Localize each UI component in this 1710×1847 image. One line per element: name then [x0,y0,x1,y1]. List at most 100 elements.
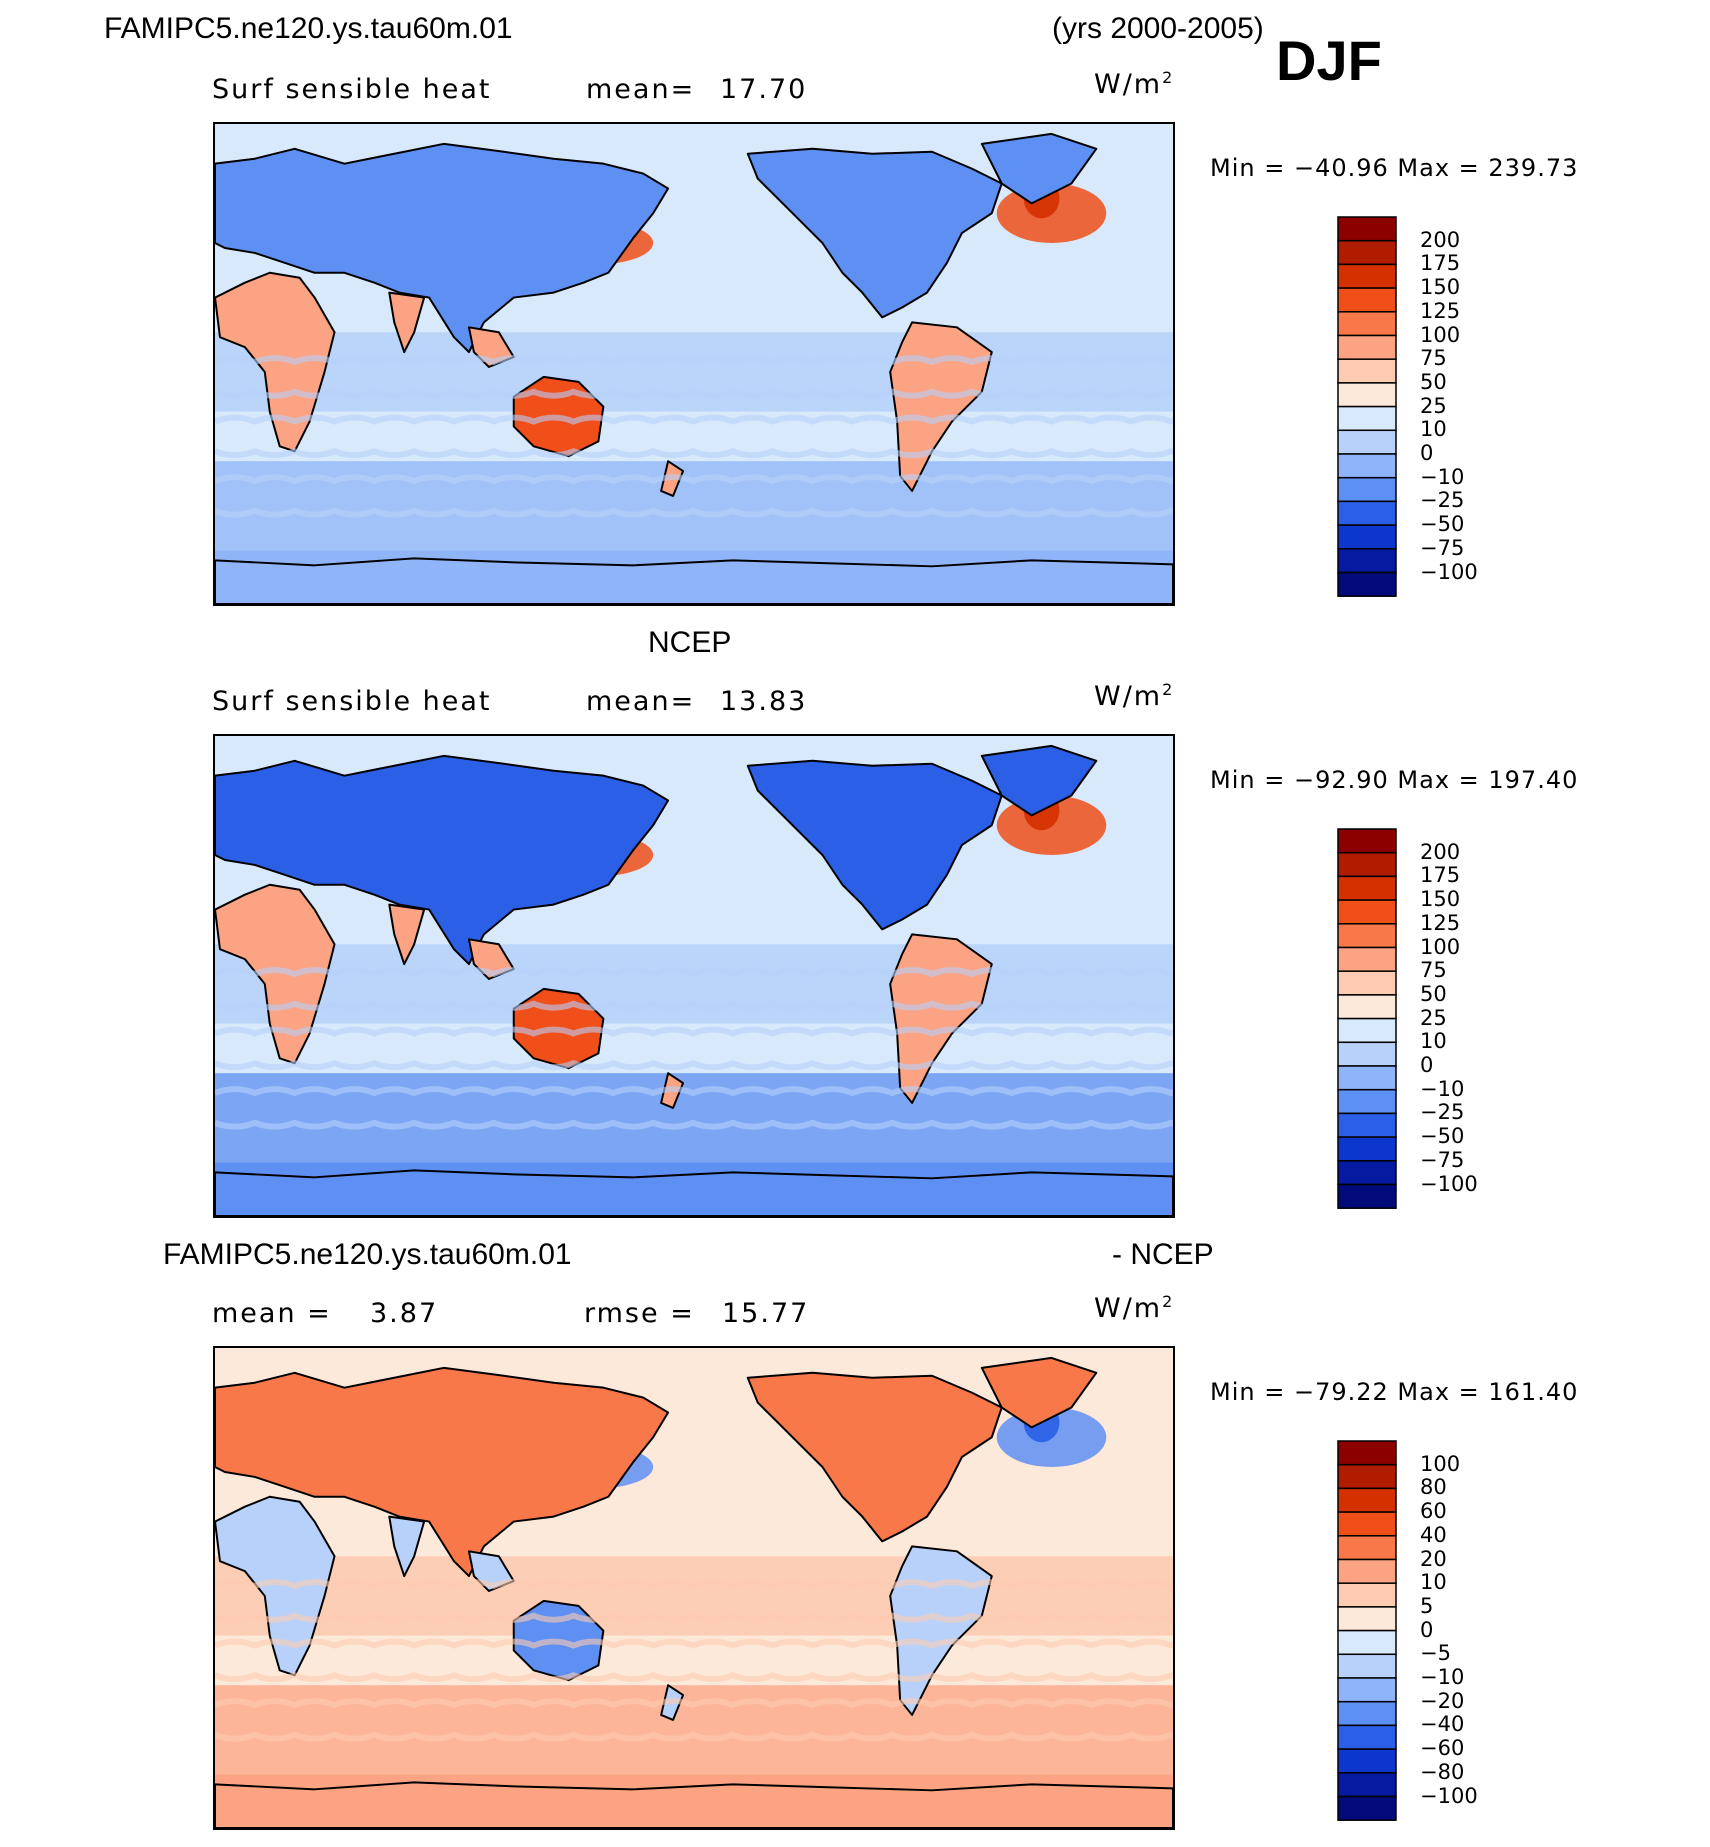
panel2-variable: Surf sensible heat [212,686,492,717]
colorbar-swatch [1337,851,1397,878]
continent-samerica [889,1545,993,1716]
panel1-colorbar [1337,216,1397,597]
colorbar-level-label: 0 [1420,441,1434,465]
panel1-variable: Surf sensible heat [212,74,492,105]
continent-eurasia [215,1366,670,1578]
continent-namerica [746,1371,1003,1543]
colorbar-swatch [1337,1041,1397,1067]
panel3-title-right: - NCEP [1112,1238,1214,1271]
colorbar-level-label: 10 [1420,1570,1447,1595]
panel1-mean-label: mean= [586,74,696,105]
continent-antarctica [215,557,1173,604]
panel3-minmax: Min = −79.22 Max = 161.40 [1210,1378,1579,1406]
colorbar-swatch [1337,239,1397,266]
colorbar-level-label: 175 [1420,863,1461,888]
colorbar-level-label: −75 [1420,1147,1465,1172]
colorbar-swatch [1337,970,1397,996]
colorbar-level-label: −50 [1420,1124,1465,1149]
panel1-map [213,122,1175,606]
colorbar-svg [1337,216,1397,597]
southern-ocean-band [215,461,1173,551]
colorbar-level-label: 0 [1420,1617,1434,1642]
map-svg [215,124,1173,604]
continent-india [388,291,426,354]
field-contour [215,1060,1173,1071]
colorbar-svg [1337,828,1397,1209]
colorbar-swatch [1337,1795,1397,1821]
colorbar-level-label: −100 [1420,559,1478,584]
continent-africa [215,1495,336,1677]
colorbar-swatch [1337,263,1397,289]
colorbar-level-label: −40 [1420,1712,1465,1737]
colorbar-swatch [1337,1582,1397,1608]
colorbar-level-label: −10 [1420,464,1465,489]
colorbar-swatch [1337,1700,1397,1727]
colorbar-level-label: 150 [1420,887,1461,912]
colorbar-swatch [1337,1606,1397,1632]
panel2-units: W/m2 [1094,680,1175,712]
colorbar-level-label: 100 [1420,1451,1461,1476]
field-contour [215,448,1173,459]
field-contour [215,967,1173,978]
continent-antarctica [215,1169,1173,1216]
panel2-colorbar [1337,828,1397,1209]
colorbar-swatch [1337,500,1397,526]
colorbar-swatch [1337,1653,1397,1679]
continent-greenland [980,744,1098,817]
colorbar-swatch [1337,1463,1397,1490]
colorbar-level-label: 5 [1420,1593,1434,1618]
colorbar-swatch [1337,1511,1397,1537]
field-contour [215,388,1173,399]
colorbar-swatch [1337,287,1397,313]
colorbar-level-label: 100 [1420,322,1461,347]
colorbar-swatch [1337,1136,1397,1162]
colorbar-level-label: −10 [1420,1076,1465,1101]
colorbar-swatch [1337,405,1397,432]
colorbar-swatch [1337,524,1397,550]
field-contour [215,1672,1173,1683]
map-svg [215,1348,1173,1828]
continent-samerica [889,321,993,492]
colorbar-swatch [1337,548,1397,574]
field-contour [215,1612,1173,1623]
field-contour [215,414,1173,425]
colorbar-level-label: −5 [1420,1641,1451,1666]
colorbar-swatch [1337,828,1397,854]
tropical-band [215,944,1173,1024]
colorbar-swatch [1337,1558,1397,1584]
continent-antarctica [215,1781,1173,1828]
continent-eurasia [215,754,670,966]
colorbar-swatch [1337,1772,1397,1798]
colorbar-svg [1337,1440,1397,1821]
continent-namerica [746,759,1003,931]
colorbar-swatch [1337,1677,1397,1703]
continent-samerica [889,933,993,1104]
colorbar-swatch [1337,1440,1397,1466]
colorbar-swatch [1337,946,1397,972]
colorbar-level-label: 40 [1420,1522,1447,1547]
southern-ocean-band [215,1073,1173,1163]
continent-namerica [746,147,1003,319]
field-contour [215,1086,1173,1097]
colorbar-level-label: −60 [1420,1736,1465,1761]
colorbar-level-label: −80 [1420,1759,1465,1784]
tropical-band [215,1556,1173,1636]
panel3-title: FAMIPC5.ne120.ys.tau60m.01 [163,1238,572,1271]
colorbar-swatch [1337,899,1397,925]
colorbar-level-label: 200 [1420,227,1461,252]
field-contour [215,355,1173,366]
colorbar-swatch [1337,1629,1397,1656]
panel2-minmax: Min = −92.90 Max = 197.40 [1210,766,1579,794]
colorbar-level-label: 75 [1420,346,1447,371]
tropical-band [215,332,1173,412]
panel2-mean-label: mean= [586,686,696,717]
case-title: FAMIPC5.ne120.ys.tau60m.01 [104,12,513,45]
colorbar-level-label: 20 [1420,1546,1447,1571]
field-contour [215,1119,1173,1130]
colorbar-swatch [1337,216,1397,242]
colorbar-swatch [1337,311,1397,337]
colorbar-swatch [1337,1017,1397,1044]
colorbar-level-label: 50 [1420,981,1447,1006]
colorbar-level-label: −10 [1420,1665,1465,1689]
panel1-minmax: Min = −40.96 Max = 239.73 [1210,154,1579,182]
